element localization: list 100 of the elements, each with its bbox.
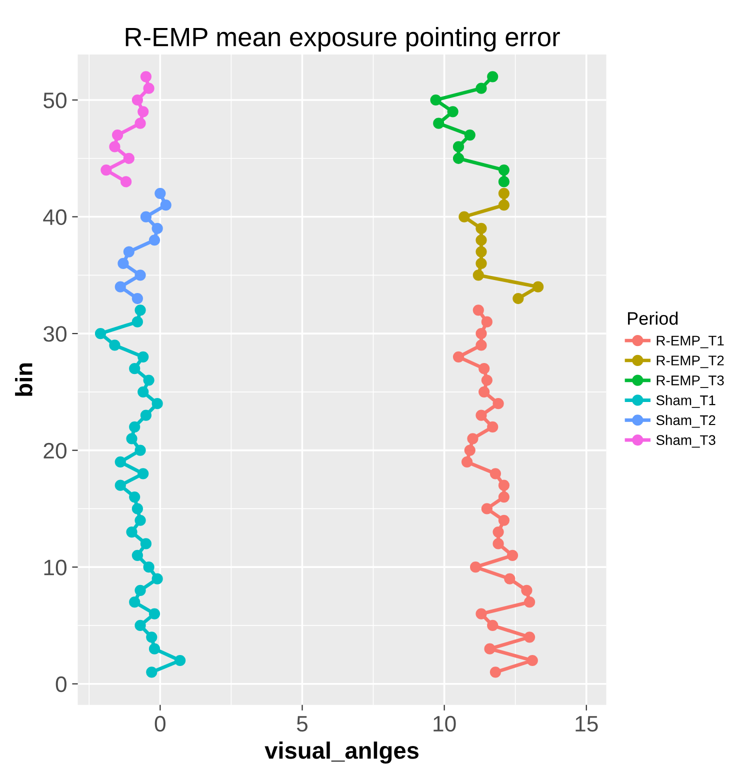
point [129, 421, 140, 433]
point [464, 444, 476, 456]
y-tick-label: 20 [44, 442, 66, 459]
point [487, 421, 498, 433]
legend-label: Sham_T2 [656, 414, 716, 428]
point [134, 304, 146, 316]
point [476, 328, 487, 340]
point [100, 164, 112, 176]
point [120, 176, 132, 188]
point [498, 200, 510, 211]
point [154, 188, 166, 199]
point [174, 654, 186, 666]
point [132, 316, 143, 328]
point [476, 234, 487, 246]
x-axis-title: visual_anlges [264, 742, 418, 764]
legend-label: R-EMP_T3 [656, 376, 724, 388]
point [160, 200, 172, 211]
point [152, 398, 163, 410]
point [447, 106, 458, 118]
point [132, 94, 143, 106]
point [146, 632, 158, 643]
point [492, 538, 504, 550]
y-tick-label: 30 [43, 326, 66, 342]
point [129, 363, 140, 374]
point [512, 292, 524, 304]
y-tick-label: 10 [44, 560, 66, 576]
point [140, 538, 152, 550]
y-axis-title: bin [15, 363, 32, 396]
legend-label: R-EMP_T1 [656, 336, 724, 348]
point [114, 456, 126, 468]
point [498, 164, 510, 176]
point [114, 480, 126, 491]
point [148, 234, 160, 246]
point [132, 550, 143, 561]
point [487, 620, 498, 632]
point [481, 503, 492, 514]
point [134, 118, 146, 129]
point [521, 584, 532, 596]
point [498, 514, 510, 526]
point [129, 596, 140, 608]
point [123, 246, 134, 258]
point [140, 71, 152, 82]
point [526, 654, 538, 666]
point [148, 608, 160, 620]
point [498, 176, 510, 188]
point [492, 398, 504, 410]
point [152, 222, 163, 234]
point [484, 643, 496, 654]
point [138, 351, 149, 362]
point [152, 573, 163, 584]
point [134, 620, 146, 632]
point [452, 152, 464, 164]
point [134, 584, 146, 596]
point [138, 468, 149, 480]
point [138, 386, 149, 398]
point [461, 456, 473, 468]
point [490, 666, 502, 678]
point [506, 550, 518, 561]
point [134, 514, 146, 526]
point [452, 351, 464, 362]
legend-title: Period [628, 312, 678, 325]
point [498, 480, 510, 491]
point [134, 270, 146, 281]
point [140, 211, 152, 222]
point [476, 222, 487, 234]
point [492, 526, 504, 538]
point [138, 106, 149, 118]
point [140, 410, 152, 421]
point [481, 374, 492, 386]
y-tick-label: 0 [56, 676, 66, 692]
point [112, 129, 124, 141]
x-tick-label: 15 [576, 716, 598, 732]
point [458, 211, 470, 222]
point [478, 386, 490, 398]
x-tick-label: 5 [296, 716, 308, 732]
point [532, 281, 544, 292]
point [524, 632, 536, 643]
legend-label: Sham_T1 [656, 395, 716, 408]
x-tick-label: 10 [434, 716, 456, 732]
point [476, 246, 487, 258]
point [464, 129, 476, 141]
point [490, 468, 502, 480]
point [472, 270, 484, 281]
chart-title: R-EMP mean exposure pointing error [126, 27, 560, 52]
point [498, 491, 510, 503]
point [109, 340, 120, 351]
point [476, 608, 487, 620]
point [94, 328, 106, 340]
point [433, 118, 444, 129]
point [129, 491, 140, 503]
point [114, 281, 126, 292]
point [143, 82, 154, 94]
point [123, 152, 134, 164]
point [472, 304, 484, 316]
point [109, 141, 120, 152]
point [126, 526, 138, 538]
point [524, 596, 536, 608]
point [476, 410, 487, 421]
point [143, 374, 154, 386]
point [476, 258, 487, 270]
